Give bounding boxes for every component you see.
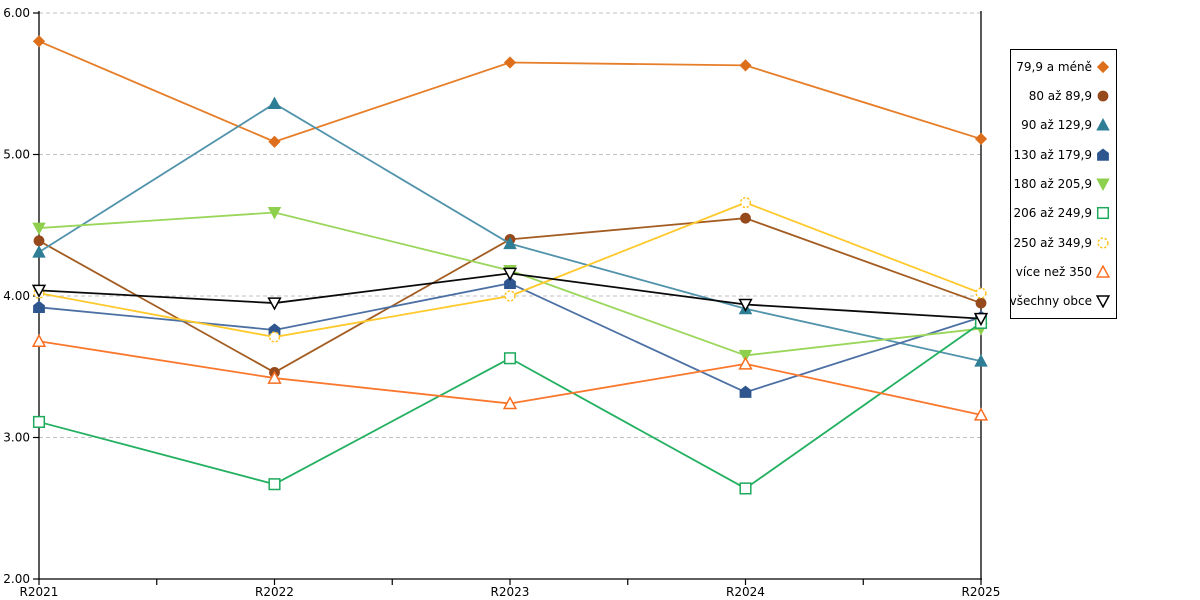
triangle-up-marker-icon (503, 236, 517, 250)
legend-triangle-up-icon (1096, 118, 1110, 131)
legend-item-label: 80 až 89,9 (1028, 88, 1092, 103)
triangle-up-marker-icon (267, 96, 282, 110)
triangle-down-marker-icon (267, 207, 282, 220)
pentagon-marker-icon (739, 385, 752, 398)
legend-square-icon (1096, 207, 1110, 220)
triangle-up-marker-icon (502, 396, 518, 410)
circle-marker-icon (739, 196, 752, 209)
legend-item: 180 až 205,9 (1011, 177, 1116, 191)
diamond-marker-icon (739, 59, 752, 72)
legend-item: více než 350 (1011, 264, 1116, 279)
legend-triangle-down-icon (1096, 178, 1110, 191)
triangle-down-marker-icon (31, 284, 47, 298)
legend: 79,9 a méně 80 až 89,9 90 až 129,9 130 až 1… (1010, 49, 1117, 319)
legend-item: všechny obce (1009, 294, 1116, 309)
triangle-down-marker-icon (32, 222, 46, 236)
legend-triangle-down-icon (1096, 295, 1110, 309)
legend-item-label: 130 až 179,9 (1013, 147, 1092, 162)
triangle-down-marker-icon (1096, 178, 1110, 191)
legend-item-label: více než 350 (1015, 264, 1092, 279)
x-tick-label: R2025 (962, 585, 1001, 599)
x-tick-label: R2024 (726, 585, 765, 599)
triangle-up-marker-icon (1096, 118, 1110, 131)
legend-item-label: 206 až 249,9 (1013, 206, 1092, 221)
legend-item: 90 až 129,9 (1011, 118, 1116, 132)
circle-marker-icon (33, 235, 45, 247)
legend-item: 250 až 349,9 (1011, 236, 1116, 250)
legend-item-label: 90 až 129,9 (1021, 118, 1092, 133)
circle-marker-icon (268, 331, 281, 343)
diamond-marker-icon (974, 132, 988, 146)
square-marker-icon (268, 478, 281, 491)
triangle-down-marker-icon (502, 267, 518, 281)
triangle-up-marker-icon (973, 407, 989, 421)
legend-item: 130 až 179,9 (1011, 148, 1116, 162)
square-marker-icon (503, 352, 517, 365)
pentagon-marker-icon (33, 300, 45, 314)
legend-item: 206 až 249,9 (1011, 206, 1116, 220)
circle-marker-icon (1097, 236, 1109, 249)
triangle-up-marker-icon (31, 333, 47, 348)
pentagon-marker-icon (1097, 148, 1109, 161)
triangle-up-marker-icon (738, 356, 753, 370)
y-tick-label: 4.00 (3, 289, 30, 303)
triangle-up-marker-icon (1096, 264, 1110, 278)
circle-marker-icon (975, 297, 987, 309)
legend-item-label: 79,9 a méně (1016, 59, 1092, 74)
square-marker-icon (32, 415, 46, 428)
triangle-down-marker-icon (1096, 295, 1110, 309)
y-tick-label: 2.00 (3, 572, 30, 586)
legend-circle-icon (1097, 90, 1109, 102)
y-tick-label: 5.00 (3, 148, 30, 162)
triangle-down-marker-icon (267, 297, 282, 311)
circle-marker-icon (504, 290, 516, 302)
triangle-up-marker-icon (974, 354, 988, 367)
legend-triangle-up-icon (1096, 264, 1110, 278)
x-tick-label: R2021 (20, 585, 59, 599)
diamond-marker-icon (268, 135, 281, 148)
triangle-up-marker-icon (267, 370, 282, 384)
x-tick-label: R2022 (255, 585, 294, 599)
legend-diamond-icon (1096, 60, 1110, 73)
pentagon-marker-icon (504, 276, 516, 289)
diamond-marker-icon (503, 56, 517, 69)
diamond-marker-icon (32, 35, 46, 48)
square-marker-icon (739, 482, 752, 495)
y-tick-label: 6.00 (3, 6, 30, 20)
y-tick-label: 3.00 (3, 431, 30, 445)
square-marker-icon (1096, 207, 1110, 220)
triangle-down-marker-icon (973, 312, 989, 327)
legend-item: 79,9 a méně (1011, 60, 1116, 74)
series-line (38, 102, 982, 362)
legend-pentagon-icon (1097, 148, 1109, 161)
triangle-down-marker-icon (738, 298, 753, 312)
circle-marker-icon (740, 212, 751, 224)
legend-item-label: 180 až 205,9 (1013, 176, 1092, 191)
diamond-marker-icon (1096, 60, 1110, 73)
triangle-up-marker-icon (32, 245, 46, 258)
circle-marker-icon (1097, 90, 1109, 102)
legend-item-label: všechny obce (1009, 294, 1092, 309)
circle-marker-icon (975, 287, 987, 299)
triangle-down-marker-icon (738, 349, 753, 363)
legend-item-label: 250 až 349,9 (1013, 235, 1092, 250)
legend-circle-icon (1097, 236, 1109, 249)
series-line (38, 40, 982, 143)
x-tick-label: R2023 (491, 585, 530, 599)
legend-item: 80 až 89,9 (1011, 89, 1116, 103)
